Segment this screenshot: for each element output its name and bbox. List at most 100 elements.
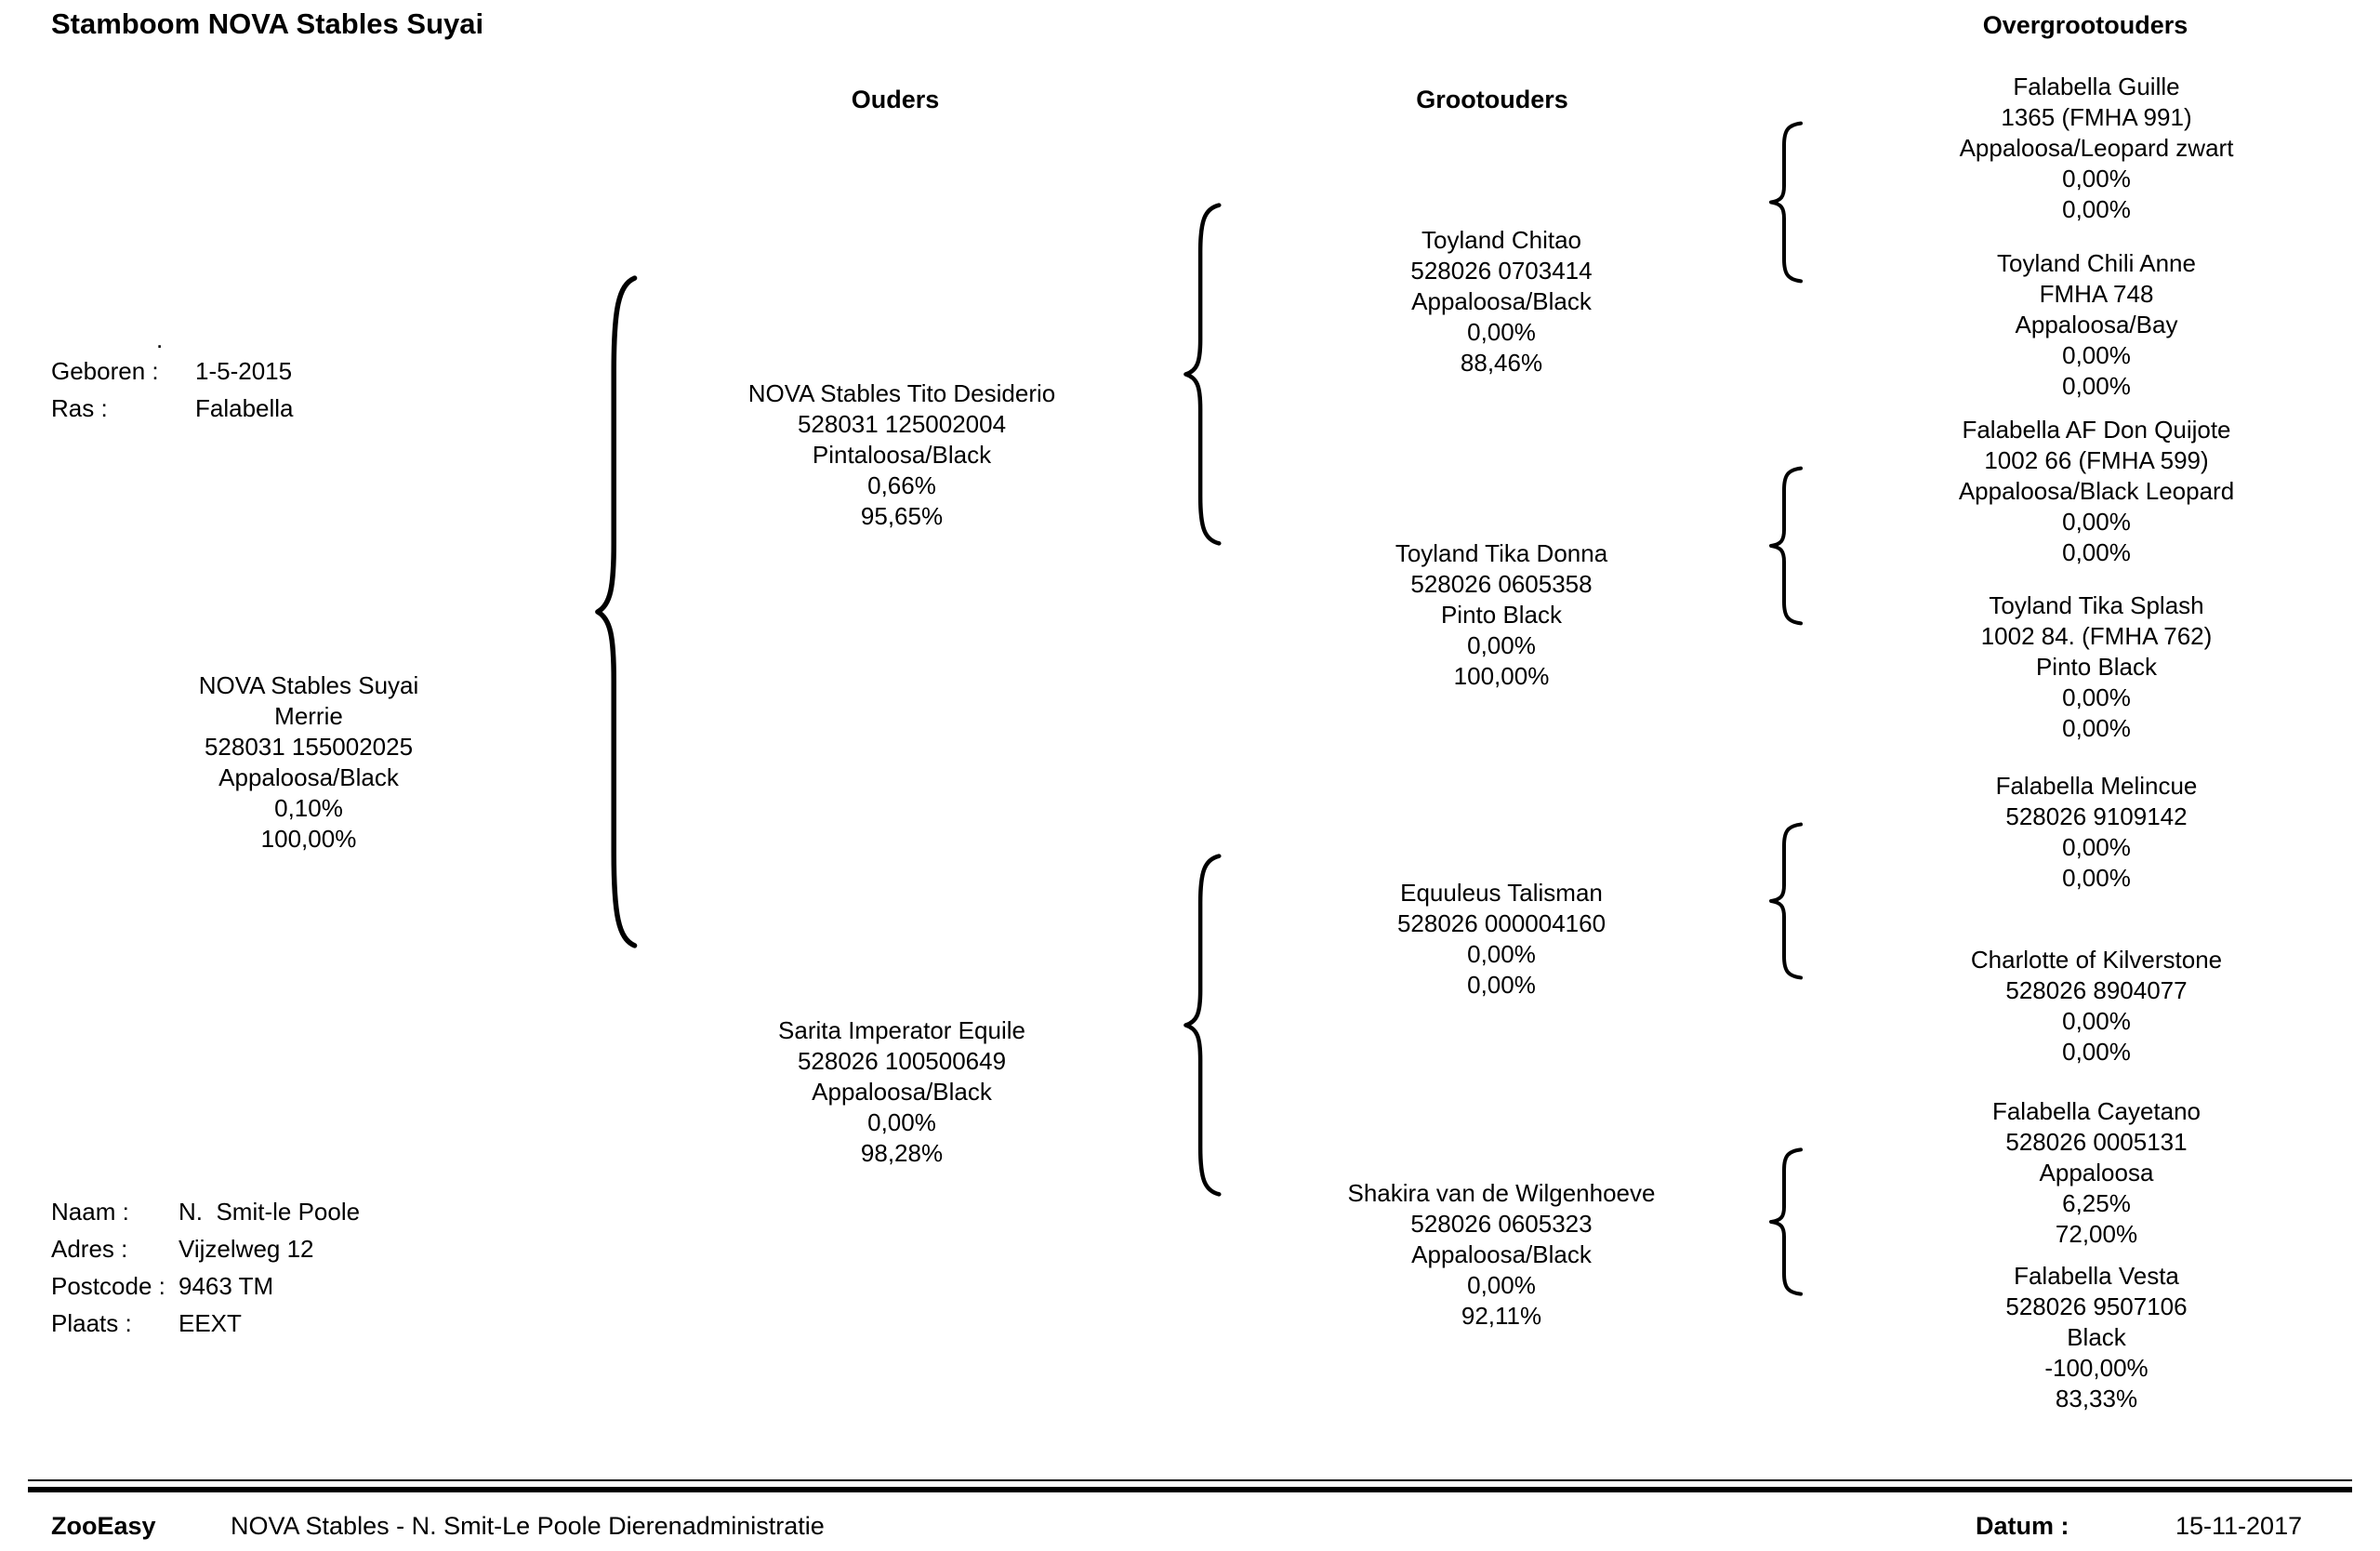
- curly-brace-grandparent-2-to-great-grandparents: [1760, 466, 1806, 626]
- pedigree-line: Shakira van de Wilgenhoeve: [1347, 1179, 1656, 1207]
- pedigree-line: 528031 155002025: [204, 733, 414, 761]
- pedigree-line: 0,00%: [2062, 372, 2131, 400]
- pedigree-line: 0,00%: [1467, 1271, 1536, 1299]
- footer-brand: ZooEasy: [51, 1512, 156, 1540]
- pedigree-line: 1365 (FMHA 991): [2001, 103, 2192, 131]
- pedigree-line: 0,00%: [867, 1108, 936, 1136]
- pedigree-line: Falabella Melincue: [1995, 772, 2198, 800]
- pedigree-line: Pinto Black: [2035, 653, 2158, 681]
- pedigree-line: Charlotte of Kilverstone: [1970, 946, 2223, 974]
- pedigree-block-great-grandparent-6: Charlotte of Kilverstone 528026 8904077 0,…: [1855, 945, 2338, 1067]
- owner-address-label: Adres :: [51, 1235, 128, 1263]
- footer-date-value: 15-11-2017: [2175, 1512, 2303, 1540]
- pedigree-block-grandparent-4: Shakira van de Wilgenhoeve 528026 0605323…: [1269, 1178, 1734, 1332]
- pedigree-line: 528026 0605358: [1410, 570, 1593, 598]
- stray-dot: .: [156, 325, 164, 353]
- pedigree-line: 0,00%: [1467, 940, 1536, 968]
- pedigree-line: Falabella Vesta: [2014, 1262, 2179, 1290]
- pedigree-line: 95,65%: [860, 502, 944, 530]
- pedigree-line: 528026 0605323: [1410, 1210, 1593, 1238]
- curly-brace-grandparent-1-to-great-grandparents: [1760, 121, 1806, 284]
- pedigree-line: 0,00%: [2062, 195, 2131, 223]
- pedigree-line: 92,11%: [1461, 1302, 1542, 1330]
- pedigree-line: 100,00%: [1453, 662, 1550, 690]
- column-header-parents: Ouders: [851, 86, 940, 113]
- pedigree-line: 0,66%: [867, 471, 936, 499]
- pedigree-line: 528026 0703414: [1410, 257, 1593, 285]
- pedigree-line: Equuleus Talisman: [1400, 879, 1603, 907]
- pedigree-line: Falabella Guille: [2013, 73, 2180, 100]
- pedigree-line: 6,25%: [2062, 1189, 2131, 1217]
- owner-name-label: Naam :: [51, 1198, 129, 1226]
- owner-name-value: N. Smit-le Poole: [178, 1198, 361, 1226]
- pedigree-line: Appaloosa/Bay: [2015, 311, 2178, 338]
- pedigree-line: 0,10%: [274, 794, 343, 822]
- pedigree-line: Merrie: [274, 702, 343, 730]
- pedigree-block-great-grandparent-7: Falabella Cayetano 528026 0005131 Appaloos…: [1855, 1096, 2338, 1250]
- pedigree-line: Toyland Chili Anne: [1997, 249, 2196, 277]
- pedigree-line: Appaloosa/Black: [1411, 287, 1592, 315]
- pedigree-line: Pintaloosa/Black: [812, 441, 992, 469]
- pedigree-line: Appaloosa/Black: [812, 1078, 992, 1106]
- pedigree-line: NOVA Stables Tito Desiderio: [747, 379, 1056, 407]
- curly-brace-mother-to-grandparents: [1173, 851, 1225, 1200]
- pedigree-line: 0,00%: [2062, 508, 2131, 536]
- pedigree-line: 100,00%: [260, 825, 357, 853]
- pedigree-line: NOVA Stables Suyai: [198, 671, 419, 699]
- owner-postcode-label: Postcode :: [51, 1272, 165, 1300]
- pedigree-line: Appaloosa: [2039, 1159, 2154, 1186]
- pedigree-line: -100,00%: [2044, 1354, 2149, 1382]
- pedigree-block-subject: NOVA Stables Suyai Merrie 528031 155002025…: [113, 670, 504, 855]
- curly-brace-grandparent-4-to-great-grandparents: [1760, 1147, 1806, 1296]
- pedigree-line: 98,28%: [860, 1139, 944, 1167]
- curly-brace-subject-to-parents: [584, 268, 641, 956]
- pedigree-line: 528026 9507106: [2005, 1292, 2188, 1320]
- pedigree-line: 1002 84. (FMHA 762): [1980, 622, 2213, 650]
- pedigree-line: 0,00%: [2062, 864, 2131, 892]
- pedigree-line: 528026 9109142: [2005, 802, 2188, 830]
- pedigree-line: Falabella AF Don Quijote: [1962, 416, 2231, 444]
- pedigree-line: 0,00%: [2062, 1038, 2131, 1066]
- owner-city-label: Plaats :: [51, 1309, 132, 1337]
- pedigree-line: 0,00%: [1467, 631, 1536, 659]
- column-header-grandparents: Grootouders: [1416, 86, 1568, 113]
- pedigree-line: 0,00%: [2062, 714, 2131, 742]
- pedigree-line: 88,46%: [1460, 349, 1543, 377]
- pedigree-line: Appaloosa/Black: [1411, 1240, 1592, 1268]
- pedigree-line: 72,00%: [2055, 1220, 2138, 1248]
- pedigree-line: 0,00%: [2062, 341, 2131, 369]
- pedigree-line: 0,00%: [2062, 538, 2131, 566]
- pedigree-block-grandparent-2: Toyland Tika Donna 528026 0605358 Pinto Bl…: [1269, 538, 1734, 692]
- pedigree-line: Toyland Chitao: [1421, 226, 1581, 254]
- pedigree-line: 0,00%: [1467, 971, 1536, 999]
- footer-administration: NOVA Stables - N. Smit-Le Poole Dierenad…: [231, 1512, 825, 1540]
- pedigree-line: Appaloosa/Black: [218, 763, 399, 791]
- pedigree-block-great-grandparent-5: Falabella Melincue 528026 9109142 0,00% 0,0…: [1855, 771, 2338, 894]
- pedigree-block-great-grandparent-3: Falabella AF Don Quijote 1002 66 (FMHA 59…: [1855, 415, 2338, 568]
- pedigree-line: 528026 8904077: [2005, 976, 2188, 1004]
- pedigree-line: 0,00%: [2062, 1007, 2131, 1035]
- pedigree-line: Appaloosa/Leopard zwart: [1959, 134, 2234, 162]
- pedigree-block-grandparent-1: Toyland Chitao 528026 0703414 Appaloosa/Bl…: [1269, 225, 1734, 378]
- pedigree-line: 0,00%: [2062, 165, 2131, 192]
- owner-city-value: EEXT: [178, 1309, 242, 1337]
- pedigree-line: 0,00%: [1467, 318, 1536, 346]
- footer-date-label: Datum :: [1976, 1512, 2069, 1540]
- born-value: 1-5-2015: [195, 357, 293, 385]
- pedigree-block-grandparent-3: Equuleus Talisman 528026 000004160 0,00% 0,…: [1269, 878, 1734, 1001]
- page-title: Stamboom NOVA Stables Suyai: [51, 7, 484, 40]
- pedigree-block-great-grandparent-1: Falabella Guille 1365 (FMHA 991) Appaloosa…: [1855, 72, 2338, 225]
- pedigree-line: Falabella Cayetano: [1991, 1097, 2202, 1125]
- pedigree-block-great-grandparent-2: Toyland Chili Anne FMHA 748 Appaloosa/Bay 0…: [1855, 248, 2338, 402]
- pedigree-line: FMHA 748: [2039, 280, 2154, 308]
- column-header-great-grandparents: Overgrootouders: [1982, 11, 2188, 39]
- pedigree-line: 1002 66 (FMHA 599): [1984, 446, 2209, 474]
- pedigree-block-great-grandparent-4: Toyland Tika Splash 1002 84. (FMHA 762) Pi…: [1855, 590, 2338, 744]
- pedigree-line: 0,00%: [2062, 833, 2131, 861]
- footer-divider: [28, 1487, 2352, 1492]
- pedigree-line: Black: [2067, 1323, 2126, 1351]
- pedigree-line: Appaloosa/Black Leopard: [1958, 477, 2235, 505]
- pedigree-line: 528026 100500649: [797, 1047, 1007, 1075]
- pedigree-line: 528031 125002004: [797, 410, 1007, 438]
- pedigree-line: Toyland Tika Donna: [1395, 539, 1608, 567]
